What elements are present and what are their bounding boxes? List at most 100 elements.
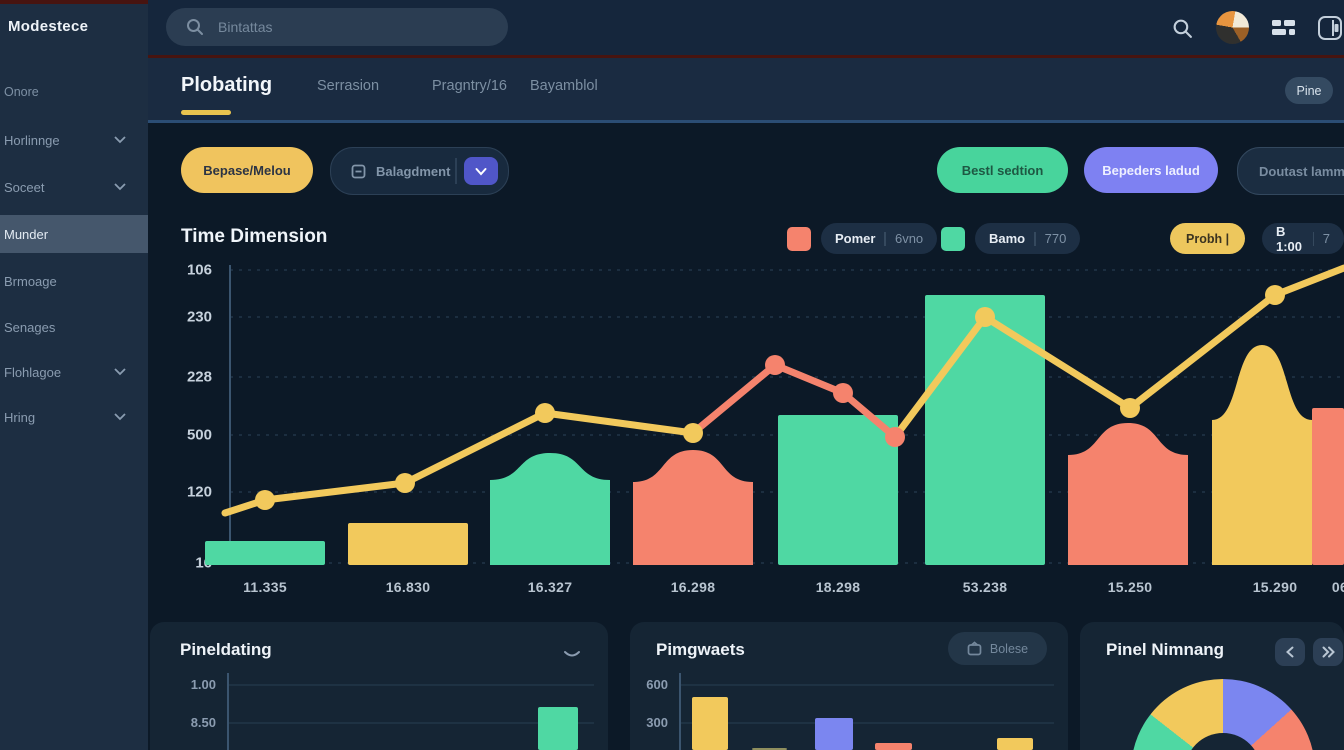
tab-bayamblol[interactable]: Bayamblol — [530, 78, 598, 94]
tab-serrasion[interactable]: Serrasion — [317, 78, 380, 94]
chevron-down-icon — [114, 136, 126, 144]
x-axis-tick: 15.250 — [1107, 579, 1153, 595]
sidebar-item-brmoage[interactable]: Brmoage — [0, 262, 148, 300]
top-artifact-line — [0, 0, 148, 4]
search-bar[interactable] — [166, 8, 508, 46]
group-filter-button[interactable]: Bepase/Melou — [181, 147, 313, 193]
panel-title: Pimgwaets — [656, 640, 745, 659]
sidebar-item-label: Munder — [4, 226, 49, 242]
y-axis-tick: 106 — [186, 261, 212, 279]
mini-y-tick: 8.50 — [191, 715, 216, 730]
app-logo: Modestece — [8, 18, 89, 35]
pine-button[interactable]: Pine — [1285, 77, 1333, 104]
legend-chip-pomer[interactable]: Pomer 6vno — [821, 223, 938, 254]
x-axis-tick: 53.238 — [962, 579, 1008, 595]
highlight-badge[interactable]: Probh | — [1170, 223, 1246, 254]
bolese-button-label: Bolese — [989, 641, 1029, 656]
sidebar-item-label: Flohlagoe — [4, 364, 62, 380]
legend-value: 770 — [1044, 231, 1067, 246]
pineldating-chart: 1.00 8.50 — [191, 673, 594, 750]
panel-pineldating: 1.00 8.50 Pineldating — [150, 622, 608, 750]
divider — [1312, 231, 1314, 246]
prev-button[interactable] — [1275, 638, 1305, 666]
double-chevron-right-icon — [1322, 646, 1335, 658]
sidebar-item-hring[interactable]: Hring — [0, 398, 148, 436]
search-icon[interactable] — [1166, 12, 1198, 44]
sidebar-item-label: Horlinnge — [4, 132, 60, 148]
sidebar-item-label: Brmoage — [4, 273, 57, 289]
chevron-left-icon — [1286, 646, 1294, 658]
x-axis-tick: 11.335 — [243, 579, 287, 595]
tabbar — [148, 58, 1344, 120]
y-axis-tick: 228 — [186, 368, 212, 386]
time-badge-value: 7 — [1322, 231, 1330, 246]
chevron-down-icon — [475, 167, 487, 175]
grid-icon[interactable] — [1268, 12, 1300, 44]
collapse-icon[interactable] — [563, 646, 581, 664]
sidebar-item-flohlagoe[interactable]: Flohlagoe — [0, 353, 148, 391]
tabbar-divider-line — [148, 120, 1344, 123]
accent-filter-button[interactable]: Bepeders ladud — [1084, 147, 1218, 193]
divider — [455, 158, 457, 184]
sidebar: Modestece Onore Horlinnge Soceet Munder … — [0, 0, 149, 750]
x-axis-tick: 16.327 — [527, 579, 573, 595]
legend-swatch-bamo — [941, 227, 965, 251]
legend-label: Pomer — [835, 231, 876, 246]
time-badge[interactable]: B 1:00 7 — [1262, 223, 1344, 254]
sidebar-item-label: Senages — [4, 319, 56, 335]
bolese-button[interactable]: Bolese — [948, 632, 1047, 665]
sidebar-item-soceet[interactable]: Soceet — [0, 168, 148, 206]
tab-plobating[interactable]: Plobating — [181, 74, 273, 96]
x-axis-tick: 16.830 — [385, 579, 431, 595]
dropdown-toggle-button[interactable] — [464, 157, 498, 185]
chart-title: Time Dimension — [181, 226, 328, 247]
mini-y-tick: 300 — [646, 715, 668, 730]
dropdown-filter-label: Balagdment — [376, 163, 451, 179]
pimgwaets-chart: 600 300 — [646, 673, 1054, 750]
panel-title: Pineldating — [180, 640, 272, 659]
y-axis-tick: 500 — [186, 426, 212, 444]
sidebar-item-horlinnge[interactable]: Horlinnge — [0, 121, 148, 159]
time-dimension-chart — [205, 264, 1344, 565]
legend-value: 6vno — [894, 231, 924, 246]
mini-y-tick: 1.00 — [191, 677, 216, 692]
outline-filter-button[interactable]: Doutast lamm — [1237, 147, 1344, 195]
search-icon — [187, 19, 203, 35]
x-axis-tick: 15.290 — [1252, 579, 1298, 595]
chevron-down-icon — [114, 413, 126, 421]
x-axis-tick: 06 — [1331, 579, 1344, 595]
panel-pinel-nimnang: Pinel Nimnang — [1080, 622, 1344, 750]
panel-pimgwaets: 600 300 Pimgwaets Bolese — [630, 622, 1068, 750]
dropdown-filter-button[interactable]: Balagdment — [330, 147, 509, 195]
avatar[interactable] — [1216, 11, 1249, 44]
mini-y-tick: 600 — [646, 677, 668, 692]
sidebar-item-label: Soceet — [4, 179, 45, 195]
active-tab-underline — [181, 110, 231, 115]
sidebar-item-munder[interactable]: Munder — [0, 215, 148, 253]
y-axis-tick: 230 — [186, 308, 212, 326]
x-axis-tick: 16.298 — [670, 579, 716, 595]
box-icon — [351, 164, 366, 179]
divider — [1034, 231, 1036, 246]
export-icon — [967, 641, 982, 656]
search-input[interactable] — [216, 18, 460, 36]
topbar-artifact-line — [148, 55, 1344, 58]
legend-swatch-pomer — [787, 227, 811, 251]
divider — [884, 231, 886, 246]
tab-pragntry[interactable]: Pragntry/16 — [432, 78, 507, 94]
panel-toggle-icon[interactable] — [1314, 12, 1344, 44]
next-button[interactable] — [1313, 638, 1343, 666]
sidebar-item-label: Hring — [4, 409, 36, 425]
x-axis-tick: 18.298 — [815, 579, 861, 595]
donut-hole — [1185, 733, 1261, 750]
time-badge-label: B 1:00 — [1276, 223, 1303, 254]
success-filter-button[interactable]: Bestl sedtion — [937, 147, 1068, 193]
sidebar-item-senages[interactable]: Senages — [0, 308, 148, 346]
legend-label: Bamo — [989, 231, 1026, 246]
legend-chip-bamo[interactable]: Bamo 770 — [975, 223, 1081, 254]
chevron-down-icon — [114, 368, 126, 376]
chevron-down-icon — [114, 183, 126, 191]
sidebar-section-label: Onore — [4, 85, 39, 99]
panel-title: Pinel Nimnang — [1106, 640, 1225, 659]
y-axis-tick: 120 — [186, 483, 212, 501]
